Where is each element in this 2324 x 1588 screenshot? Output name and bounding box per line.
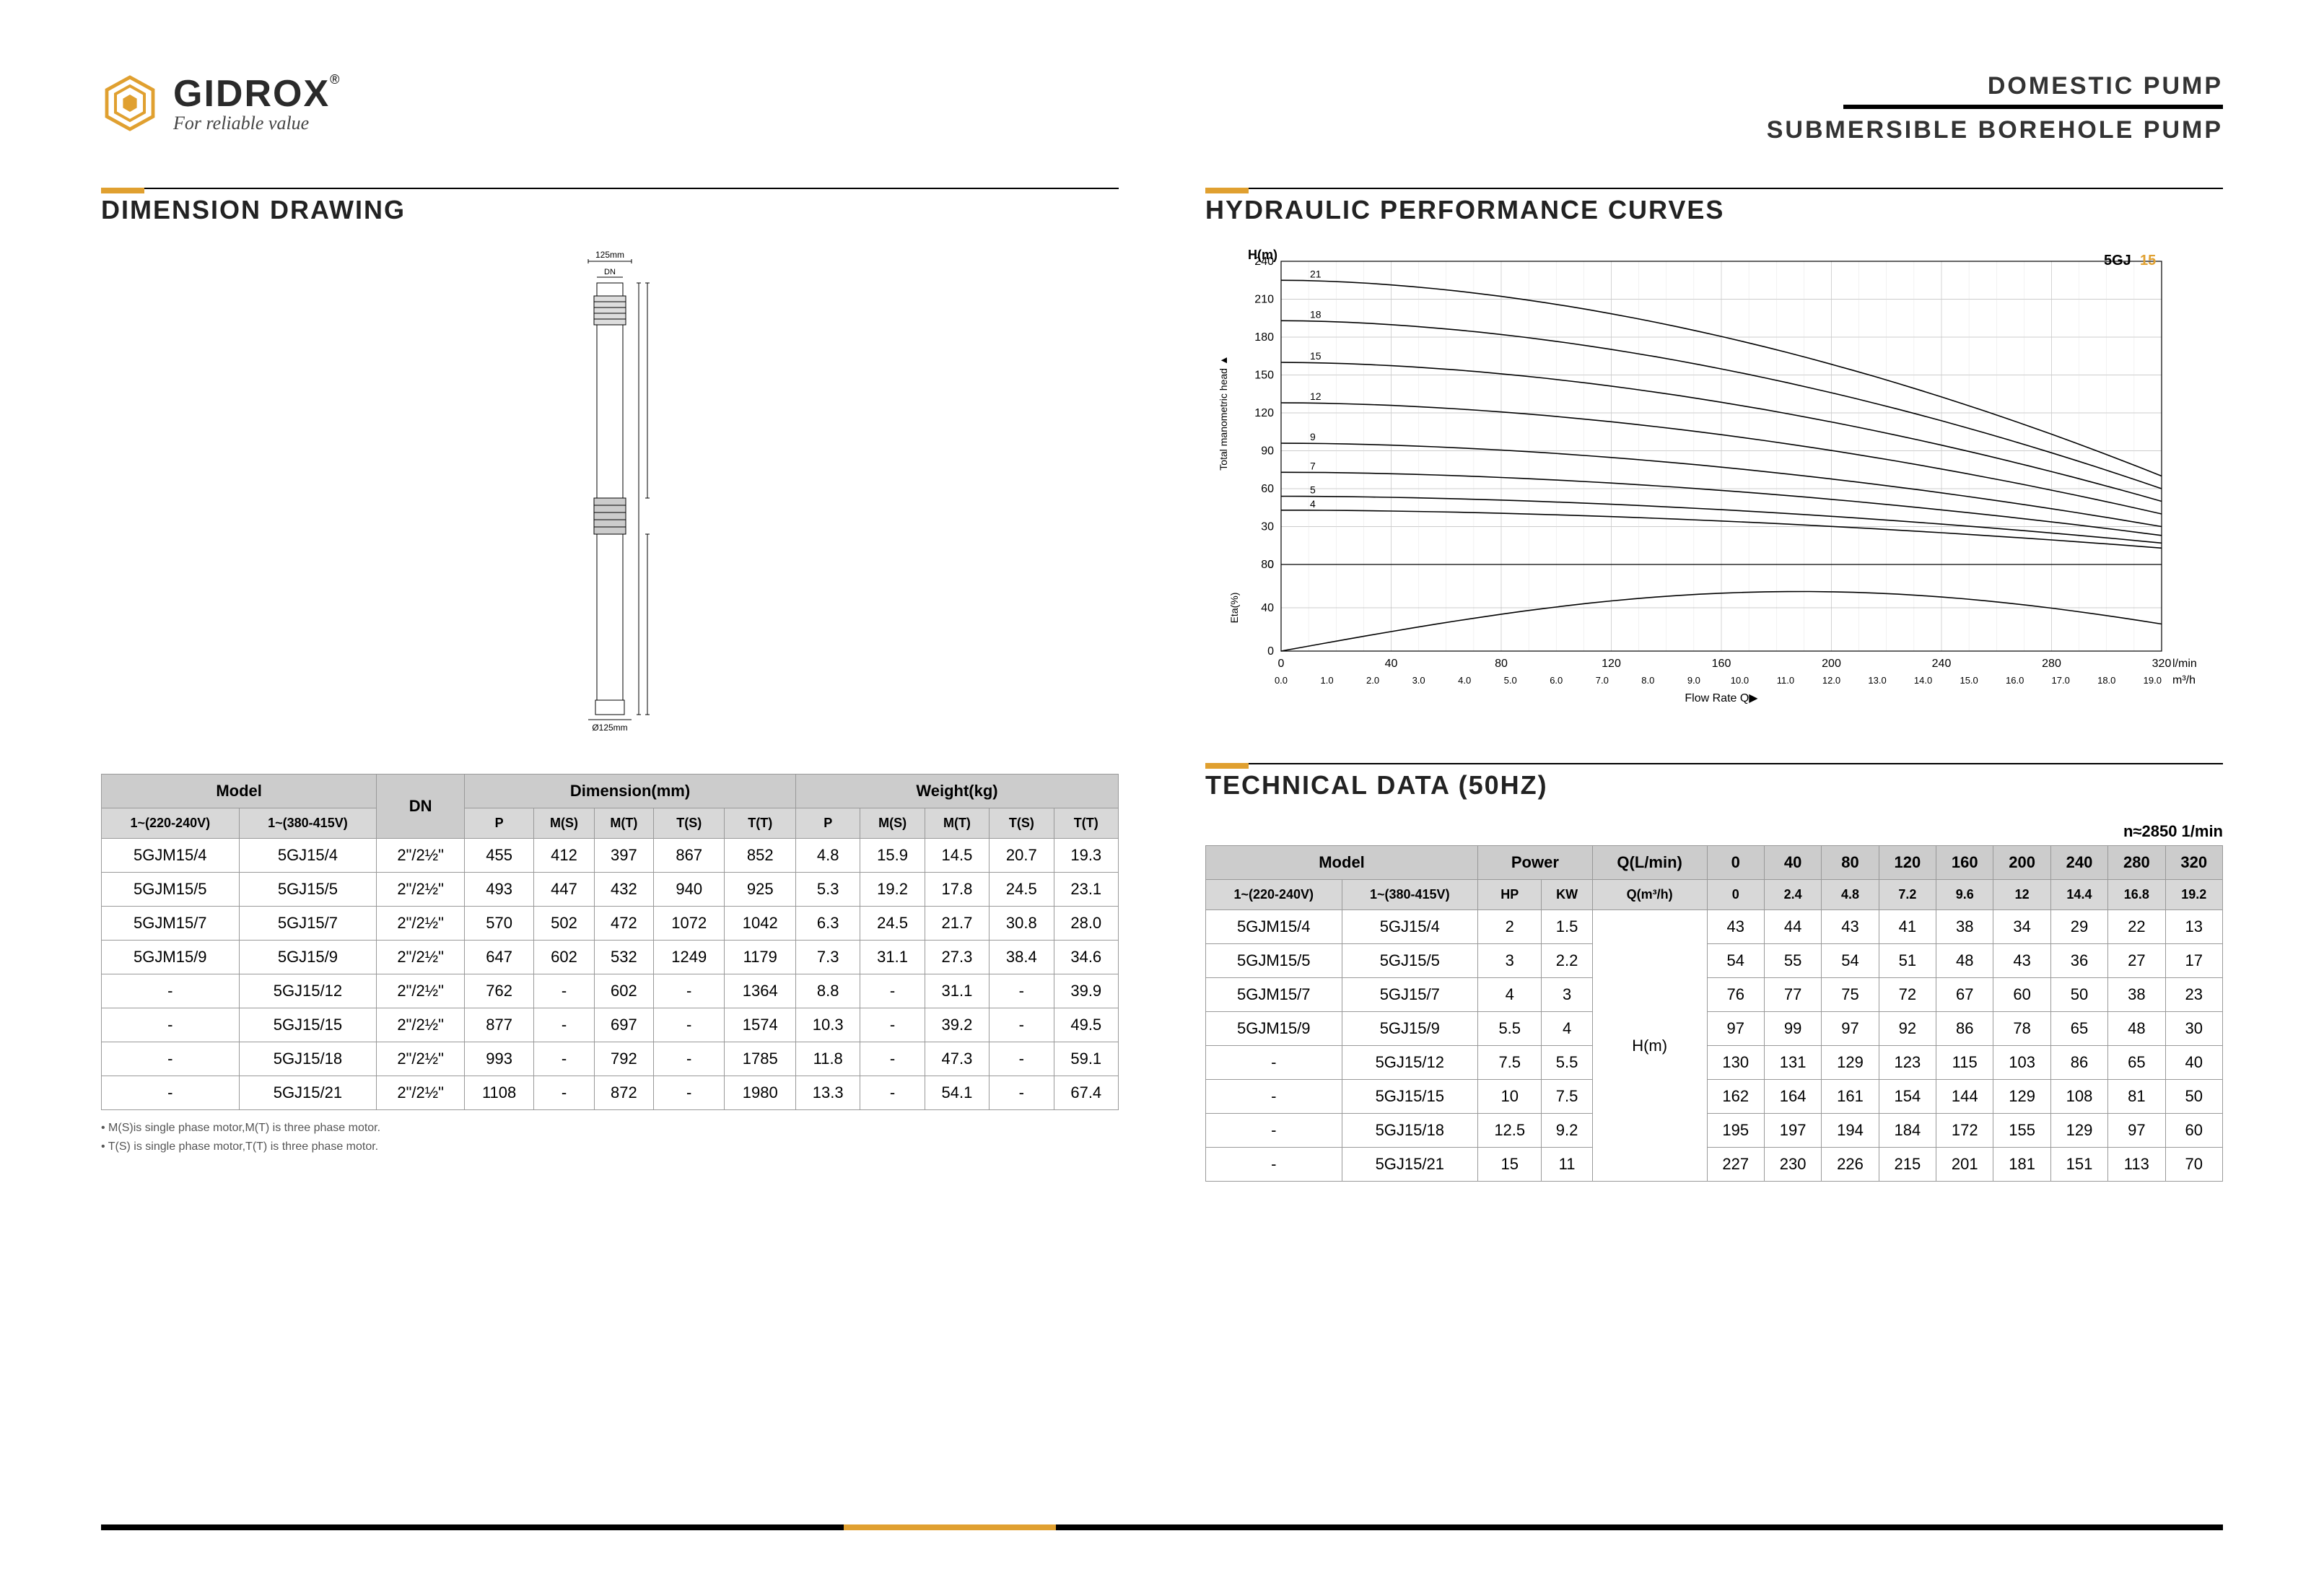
svg-text:90: 90 xyxy=(1261,445,1274,458)
svg-text:125mm: 125mm xyxy=(595,250,624,260)
table-row: -5GJ15/21151122723022621520118115111370 xyxy=(1206,1148,2223,1182)
header-line-2: SUBMERSIBLE BOREHOLE PUMP xyxy=(1767,116,2223,144)
footnote: • M(S)is single phase motor,M(T) is thre… xyxy=(101,1119,1119,1156)
table-row: 5GJM15/95GJ15/95.54979997928678654830 xyxy=(1206,1012,2223,1046)
svg-text:80: 80 xyxy=(1495,658,1508,670)
tech-title: TECHNICAL DATA (50HZ) xyxy=(1205,763,2223,800)
svg-text:12.0: 12.0 xyxy=(1822,675,1840,686)
svg-text:30: 30 xyxy=(1261,521,1274,533)
table-row: 5GJM15/55GJ15/532.2545554514843362717 xyxy=(1206,944,2223,978)
svg-text:180: 180 xyxy=(1254,331,1274,344)
svg-text:2.0: 2.0 xyxy=(1366,675,1379,686)
svg-text:0: 0 xyxy=(1267,645,1274,658)
svg-text:19.0: 19.0 xyxy=(2144,675,2162,686)
curves-title: HYDRAULIC PERFORMANCE CURVES xyxy=(1205,188,2223,225)
svg-text:0.0: 0.0 xyxy=(1275,675,1288,686)
tagline: For reliable value xyxy=(173,113,339,134)
svg-text:160: 160 xyxy=(1712,658,1731,670)
table-row: 5GJM15/55GJ15/52"/2½"4934474329409255.31… xyxy=(102,873,1119,907)
svg-text:120: 120 xyxy=(1602,658,1621,670)
svg-text:4.0: 4.0 xyxy=(1458,675,1471,686)
svg-text:15: 15 xyxy=(2140,253,2156,269)
svg-text:60: 60 xyxy=(1261,483,1274,495)
svg-text:18: 18 xyxy=(1310,308,1322,320)
svg-text:320: 320 xyxy=(2152,658,2172,670)
table-row: -5GJ15/1812.59.2195197194184172155129976… xyxy=(1206,1114,2223,1148)
rpm-note: n≈2850 1/min xyxy=(1205,822,2223,841)
table-row: 5GJM15/95GJ15/92"/2½"647602532124911797.… xyxy=(102,941,1119,974)
svg-text:150: 150 xyxy=(1254,370,1274,382)
svg-text:40: 40 xyxy=(1385,658,1398,670)
th-dim: Dimension(mm) xyxy=(465,775,796,808)
th-dn: DN xyxy=(377,775,465,839)
table-row: -5GJ15/182"/2½"993-792-178511.8-47.3-59.… xyxy=(102,1042,1119,1076)
svg-text:200: 200 xyxy=(1822,658,1841,670)
header-titles: DOMESTIC PUMP SUBMERSIBLE BOREHOLE PUMP xyxy=(1767,72,2223,144)
svg-text:12: 12 xyxy=(1310,391,1322,402)
header: GIDROX® For reliable value DOMESTIC PUMP… xyxy=(101,72,2223,144)
table-row: 5GJM15/75GJ15/72"/2½"570502472107210426.… xyxy=(102,907,1119,941)
svg-text:8.0: 8.0 xyxy=(1641,675,1654,686)
svg-text:3.0: 3.0 xyxy=(1412,675,1425,686)
svg-text:5.0: 5.0 xyxy=(1504,675,1517,686)
svg-text:7: 7 xyxy=(1310,460,1316,471)
svg-text:15: 15 xyxy=(1310,350,1322,362)
svg-text:9.0: 9.0 xyxy=(1687,675,1700,686)
svg-text:4: 4 xyxy=(1310,498,1316,510)
svg-text:40: 40 xyxy=(1261,602,1274,614)
performance-chart: 0306090120150180210240040801201602002402… xyxy=(1205,247,2223,741)
svg-text:21: 21 xyxy=(1310,268,1322,279)
svg-text:13.0: 13.0 xyxy=(1868,675,1886,686)
svg-text:m³/h: m³/h xyxy=(2172,674,2196,686)
dimension-title: DIMENSION DRAWING xyxy=(101,188,1119,225)
brand-name: GIDROX xyxy=(173,73,330,115)
svg-text:9: 9 xyxy=(1310,431,1316,442)
svg-text:1.0: 1.0 xyxy=(1321,675,1334,686)
svg-text:120: 120 xyxy=(1254,407,1274,419)
svg-text:15.0: 15.0 xyxy=(1960,675,1978,686)
svg-text:6.0: 6.0 xyxy=(1550,675,1563,686)
svg-text:0: 0 xyxy=(1278,658,1285,670)
table-row: -5GJ15/127.55.5130131129123115103866540 xyxy=(1206,1046,2223,1080)
th-weight: Weight(kg) xyxy=(796,775,1119,808)
svg-text:Ø125mm: Ø125mm xyxy=(592,723,627,733)
svg-text:H(m): H(m) xyxy=(1248,248,1277,262)
svg-text:7.0: 7.0 xyxy=(1596,675,1609,686)
svg-text:l/min: l/min xyxy=(2172,658,2197,670)
svg-text:10.0: 10.0 xyxy=(1731,675,1749,686)
svg-text:11.0: 11.0 xyxy=(1777,675,1794,686)
table-row: -5GJ15/122"/2½"762-602-13648.8-31.1-39.9 xyxy=(102,974,1119,1008)
svg-text:Total manometric head ▲: Total manometric head ▲ xyxy=(1218,355,1229,470)
table-row: -5GJ15/152"/2½"877-697-157410.3-39.2-49.… xyxy=(102,1008,1119,1042)
svg-text:5: 5 xyxy=(1310,484,1316,496)
logo: GIDROX® For reliable value xyxy=(101,72,339,134)
svg-text:18.0: 18.0 xyxy=(2097,675,2115,686)
svg-text:240: 240 xyxy=(1932,658,1952,670)
svg-text:210: 210 xyxy=(1254,294,1274,306)
svg-text:16.0: 16.0 xyxy=(2006,675,2024,686)
svg-text:5GJ: 5GJ xyxy=(2104,253,2131,269)
svg-text:Flow Rate Q▶: Flow Rate Q▶ xyxy=(1685,692,1758,704)
logo-icon xyxy=(101,74,159,132)
bottom-bar xyxy=(101,1524,2223,1530)
svg-text:Eta(%): Eta(%) xyxy=(1228,593,1240,624)
svg-text:14.0: 14.0 xyxy=(1914,675,1932,686)
technical-table: ModelPowerQ(L/min)0408012016020024028032… xyxy=(1205,845,2223,1182)
table-row: -5GJ15/15107.51621641611541441291088150 xyxy=(1206,1080,2223,1114)
trademark: ® xyxy=(330,72,339,87)
svg-text:80: 80 xyxy=(1261,559,1274,571)
svg-text:280: 280 xyxy=(2042,658,2061,670)
svg-text:DN: DN xyxy=(604,268,616,276)
table-row: 5GJM15/45GJ15/421.5H(m)43444341383429221… xyxy=(1206,910,2223,944)
dimension-drawing: 125mm DN xyxy=(101,247,1119,738)
th-model: Model xyxy=(102,775,377,808)
table-row: 5GJM15/45GJ15/42"/2½"4554123978678524.81… xyxy=(102,839,1119,873)
header-line-1: DOMESTIC PUMP xyxy=(1843,72,2223,109)
dimension-table: Model DN Dimension(mm) Weight(kg) 1~(220… xyxy=(101,774,1119,1110)
svg-text:17.0: 17.0 xyxy=(2052,675,2070,686)
table-row: 5GJM15/75GJ15/743767775726760503823 xyxy=(1206,978,2223,1012)
table-row: -5GJ15/212"/2½"1108-872-198013.3-54.1-67… xyxy=(102,1076,1119,1110)
